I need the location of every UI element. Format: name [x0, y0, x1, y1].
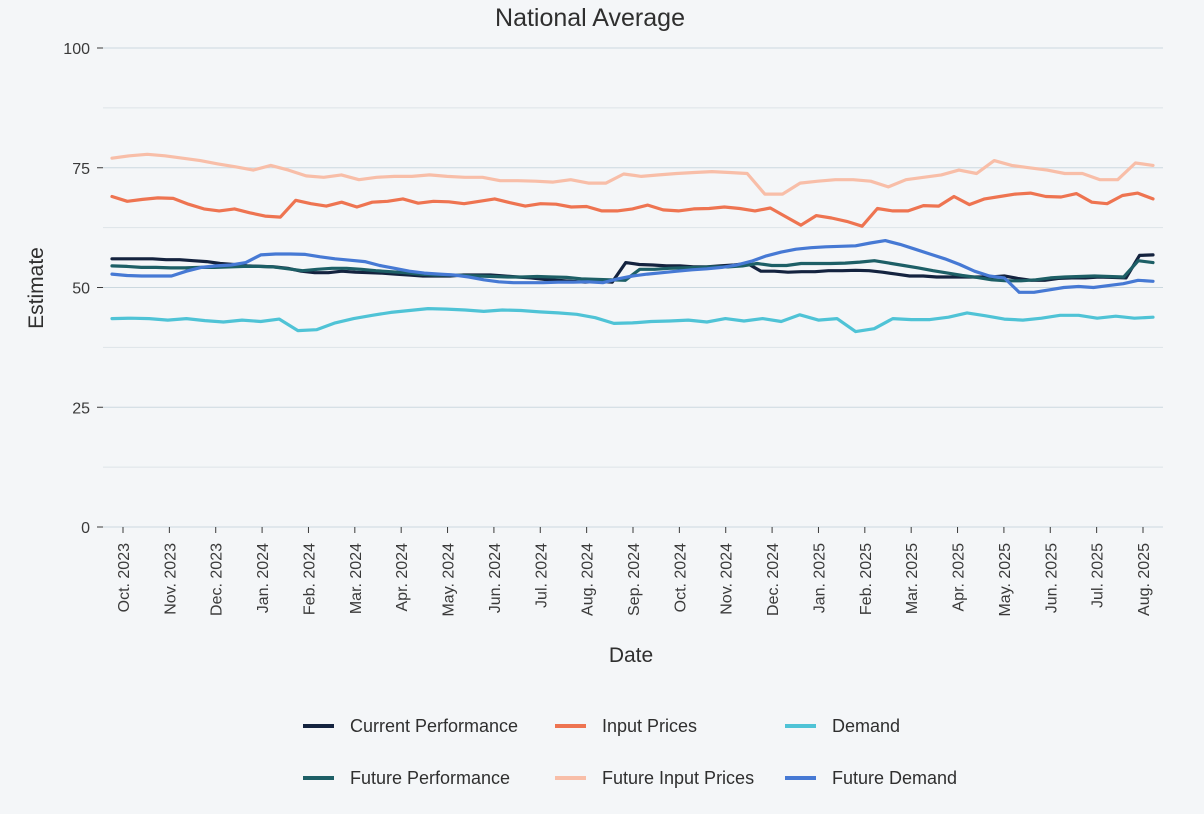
x-tick-label: Mar. 2025: [904, 543, 921, 614]
legend-label: Current Performance: [350, 716, 518, 736]
series-line-future-input-prices: [110, 152, 1155, 196]
x-axis-title: Date: [609, 644, 653, 667]
legend-label: Future Demand: [832, 768, 957, 788]
x-tick-label: Apr. 2025: [951, 543, 968, 612]
series-line-input-prices: [110, 191, 1155, 228]
x-tick-label: Jul. 2025: [1090, 543, 1107, 608]
x-tick-label: Jun. 2025: [1043, 543, 1060, 613]
x-tick-label: Jan. 2025: [811, 543, 828, 613]
x-tick-label: Jan. 2024: [255, 543, 272, 613]
x-tick-label: May. 2025: [997, 543, 1014, 617]
x-tick-label: May. 2024: [441, 543, 458, 617]
legend-label: Future Performance: [350, 768, 510, 788]
series-lines: [110, 152, 1155, 334]
x-tick-label: Apr. 2024: [394, 543, 411, 612]
x-tick-label: Jun. 2024: [487, 543, 504, 613]
y-tick-label: 75: [72, 161, 90, 178]
x-tick-label: Dec. 2023: [209, 543, 226, 616]
x-tick-label: Nov. 2024: [719, 543, 736, 615]
series-line-future-demand: [110, 239, 1155, 294]
x-tick-label: Oct. 2024: [672, 543, 689, 612]
legend-label: Future Input Prices: [602, 768, 754, 788]
x-tick-label: Nov. 2023: [162, 543, 179, 615]
y-tick-label: 100: [63, 41, 90, 58]
legend-label: Input Prices: [602, 716, 697, 736]
grid: [103, 47, 1163, 528]
y-tick-label: 0: [81, 520, 90, 537]
x-tick-label: Feb. 2024: [301, 543, 318, 615]
x-tick-label: Sep. 2024: [626, 543, 643, 616]
legend: Current Performance Input Prices Demand Fut…: [303, 716, 957, 788]
x-tick-label: Mar. 2024: [348, 543, 365, 614]
y-axis: 0 25 50 75 100: [63, 41, 103, 537]
legend-label: Demand: [832, 716, 900, 736]
x-tick-label: Jul. 2024: [533, 543, 550, 608]
chart-title: National Average: [495, 4, 685, 32]
x-axis: Oct. 2023 Nov. 2023 Dec. 2023 Jan. 2024 Feb.…: [116, 527, 1153, 617]
y-axis-title: Estimate: [25, 247, 48, 329]
x-tick-label: Aug. 2025: [1136, 543, 1153, 616]
series-line-demand: [110, 307, 1155, 334]
x-tick-label: Oct. 2023: [116, 543, 133, 612]
y-tick-label: 50: [72, 281, 90, 298]
x-tick-label: Dec. 2024: [765, 543, 782, 616]
x-tick-label: Feb. 2025: [858, 543, 875, 615]
y-tick-label: 25: [72, 400, 90, 417]
x-tick-label: Aug. 2024: [580, 543, 597, 616]
